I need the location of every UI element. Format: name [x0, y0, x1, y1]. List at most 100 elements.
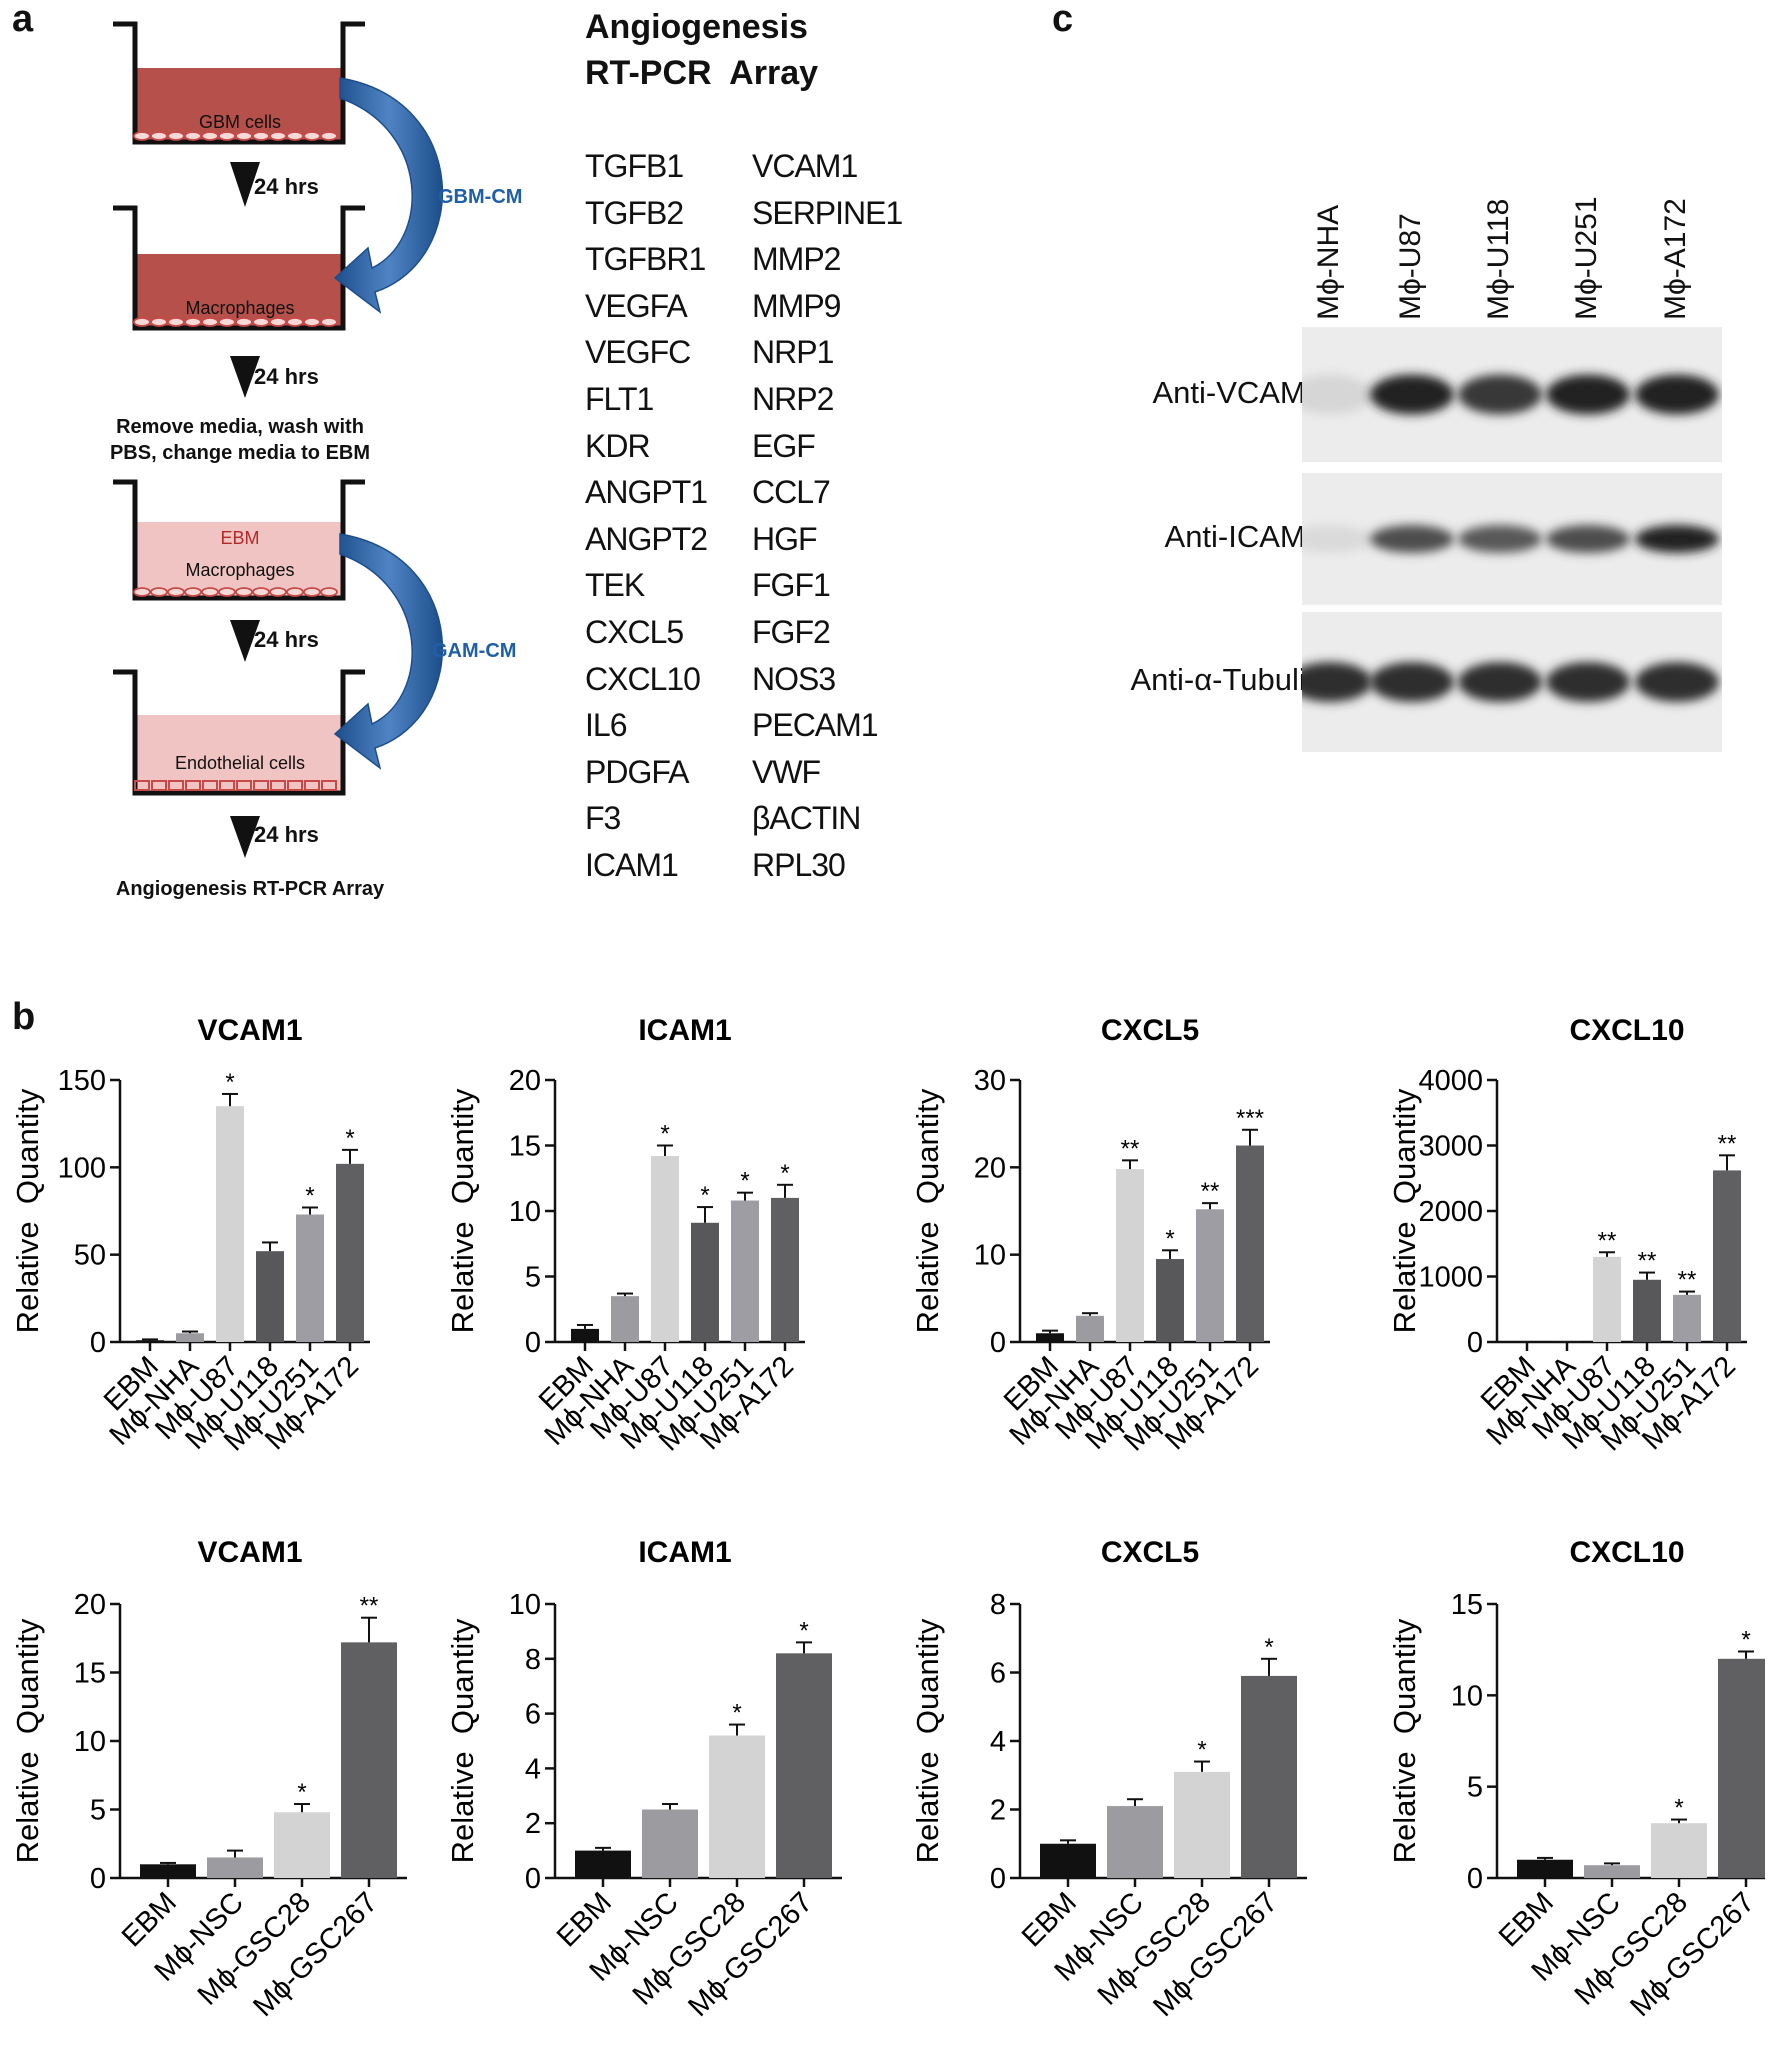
bar: [1713, 1170, 1741, 1342]
cell: [218, 587, 236, 597]
well-2-label: Macrophages: [185, 298, 295, 318]
cell: [218, 317, 236, 327]
gene-name: TGFBR1: [585, 241, 706, 278]
y-tick-label: 5: [525, 1262, 541, 1294]
blot-band: [1302, 525, 1372, 553]
y-tick-label: 10: [509, 1196, 541, 1228]
gene-name: NOS3: [752, 660, 836, 697]
y-tick-label: 15: [1451, 1589, 1483, 1621]
bar: [691, 1222, 719, 1342]
chart-title: VCAM1: [197, 1014, 302, 1047]
y-tick-label: 0: [525, 1863, 541, 1895]
bar: [776, 1653, 832, 1878]
blot-band: [1546, 374, 1630, 415]
bar: [341, 1642, 397, 1878]
wash-text-1: Remove media, wash with: [116, 416, 364, 438]
blot-band: [1635, 374, 1719, 415]
y-tick-label: 10: [509, 1589, 541, 1621]
blot-band: [1370, 374, 1454, 415]
cell: [133, 131, 151, 141]
y-tick-label: 4: [525, 1753, 541, 1785]
step-label-4: 24 hrs: [254, 822, 319, 847]
significance-marker: **: [1201, 1178, 1220, 1205]
blot-lane-label: Mϕ-A172: [1659, 198, 1692, 320]
y-axis-label: Relative Quantity: [1387, 1618, 1422, 1863]
blot-antibody-label: Anti-ICAM1: [1164, 519, 1323, 554]
cell: [303, 131, 321, 141]
y-tick-label: 2: [990, 1795, 1006, 1827]
cell: [269, 587, 287, 597]
chart-title: VCAM1: [197, 1536, 302, 1569]
chart-title: CXCL5: [1101, 1014, 1199, 1047]
blot-band: [1635, 525, 1719, 553]
gene-name: CCL7: [752, 474, 831, 511]
y-tick-label: 10: [74, 1726, 106, 1758]
down-arrow-4: [230, 816, 260, 858]
bar: [651, 1155, 679, 1342]
cell: [218, 131, 236, 141]
blot-band: [1302, 662, 1372, 702]
bar: [1584, 1865, 1640, 1878]
y-tick-label: 6: [525, 1699, 541, 1731]
well-2-macrophages: [113, 205, 365, 331]
bar: [1651, 1823, 1707, 1878]
y-axis-label: Relative Quantity: [445, 1088, 480, 1333]
chart-title: CXCL10: [1569, 1536, 1684, 1569]
gene-name: TEK: [585, 567, 645, 604]
cell: [269, 131, 287, 141]
y-tick-label: 150: [58, 1065, 106, 1097]
bar: [1593, 1256, 1621, 1342]
bar: [1633, 1279, 1661, 1342]
well-4-label: Endothelial cells: [174, 753, 306, 773]
y-tick-label: 10: [974, 1240, 1006, 1272]
cell: [235, 317, 253, 327]
significance-marker: **: [360, 1593, 379, 1620]
gene-name: HGF: [752, 520, 818, 557]
gene-list-col2: VCAM1 SERPINE1 MMP2 MMP9 NRP1 NRP2 EGF CCL7 HGF F…: [752, 143, 903, 889]
panel-label-b: b: [12, 996, 36, 1038]
bar: [1196, 1209, 1224, 1342]
cell: [286, 317, 304, 327]
significance-marker: *: [1674, 1795, 1683, 1822]
gene-name: PECAM1: [752, 707, 879, 744]
cell: [184, 317, 202, 327]
cell: [252, 587, 270, 597]
blot-membrane: [1302, 327, 1722, 462]
significance-marker: **: [1678, 1267, 1697, 1294]
step-label-2: 24 hrs: [254, 364, 319, 389]
significance-marker: *: [780, 1160, 789, 1187]
cell: [320, 131, 338, 141]
gene-name: ICAM1: [585, 846, 679, 883]
significance-marker: *: [345, 1125, 354, 1152]
cell: [303, 317, 321, 327]
panel-label-c: c: [1052, 0, 1074, 40]
cell: [252, 317, 270, 327]
gene-name: ANGPT1: [585, 474, 708, 511]
blot-band: [1458, 662, 1542, 702]
cell: [133, 587, 151, 597]
y-axis-label: Relative Quantity: [1387, 1088, 1422, 1333]
y-tick-label: 8: [525, 1644, 541, 1676]
significance-marker: *: [700, 1182, 709, 1209]
y-tick-label: 15: [509, 1131, 541, 1163]
y-tick-label: 50: [74, 1240, 106, 1272]
cell: [151, 780, 167, 791]
y-tick-label: 30: [974, 1065, 1006, 1097]
y-tick-label: 10: [1451, 1680, 1483, 1712]
gene-list-col1: TGFB1 TGFB2 TGFBR1 VEGFA VEGFC FLT1 KDR ANGPT1 A…: [585, 143, 708, 889]
bar: [1517, 1859, 1573, 1878]
bar: [1236, 1145, 1264, 1342]
significance-marker: *: [305, 1183, 314, 1210]
gene-name: CXCL5: [585, 613, 684, 650]
gene-name: RPL30: [752, 846, 846, 883]
bar: [207, 1857, 263, 1878]
bar: [256, 1251, 284, 1342]
gene-name: FGF2: [752, 613, 831, 650]
cell: [134, 780, 150, 791]
cell: [235, 587, 253, 597]
cell: [270, 780, 286, 791]
y-tick-label: 0: [1467, 1327, 1483, 1359]
